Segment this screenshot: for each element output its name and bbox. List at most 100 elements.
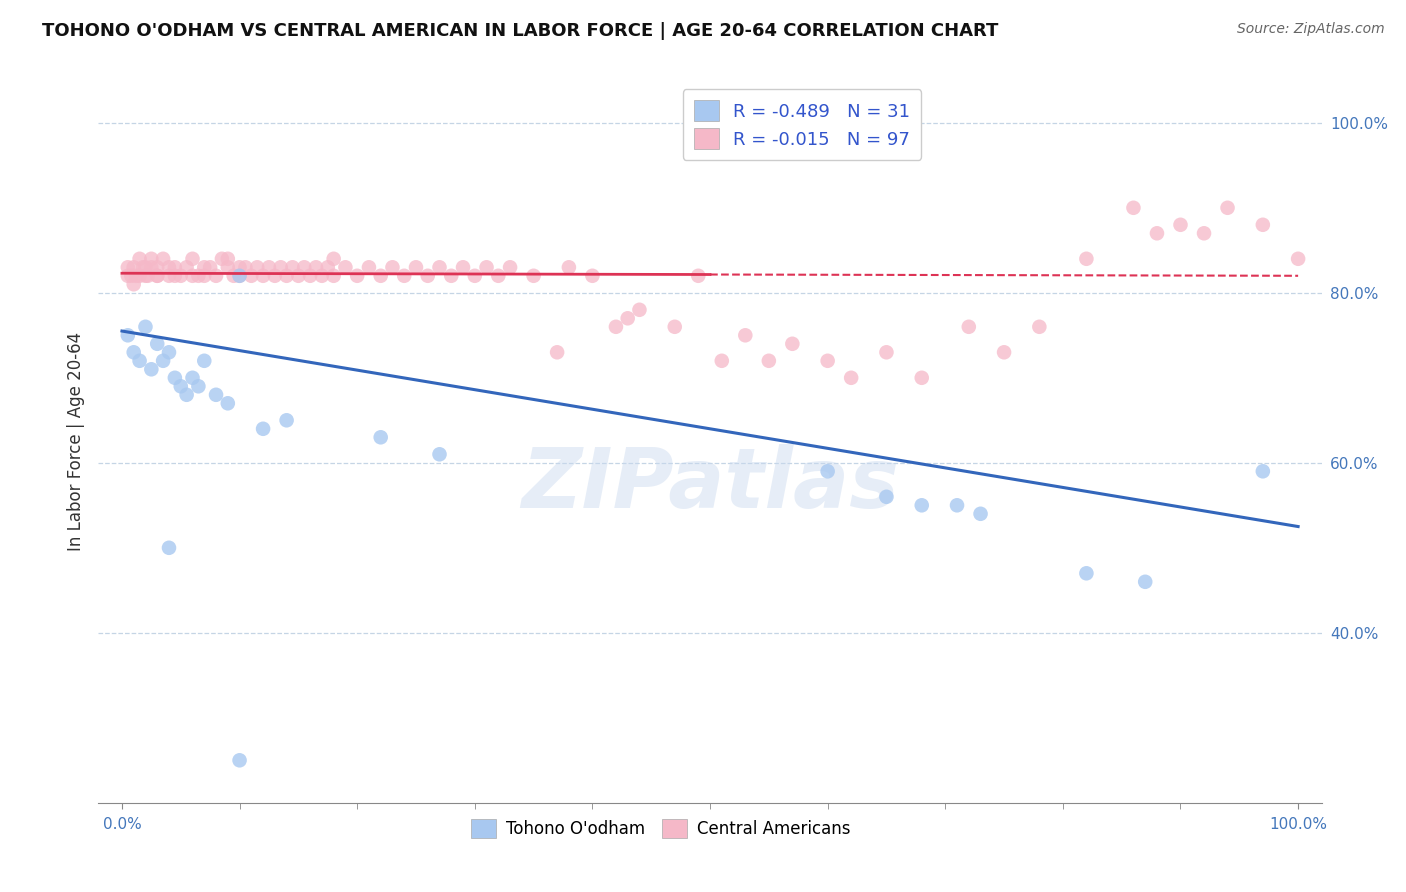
Point [616, 311, 638, 326]
Point [299, 268, 322, 283]
Point [217, 396, 239, 410]
Point [193, 268, 215, 283]
Point [782, 336, 804, 351]
Point [335, 260, 357, 275]
Point [163, 268, 186, 283]
Point [605, 319, 627, 334]
Point [128, 268, 150, 283]
Point [875, 490, 897, 504]
Point [252, 268, 274, 283]
Point [664, 319, 686, 334]
Point [228, 268, 250, 283]
Point [181, 371, 204, 385]
Point [817, 353, 839, 368]
Point [228, 260, 250, 275]
Point [134, 268, 156, 283]
Point [132, 260, 155, 275]
Point [405, 260, 427, 275]
Point [146, 260, 169, 275]
Point [128, 252, 150, 266]
Point [911, 371, 934, 385]
Point [217, 260, 239, 275]
Point [228, 268, 250, 283]
Point [170, 379, 193, 393]
Point [117, 328, 139, 343]
Point [122, 277, 145, 292]
Point [486, 268, 509, 283]
Point [170, 268, 193, 283]
Point [1135, 574, 1157, 589]
Point [464, 268, 486, 283]
Point [198, 260, 221, 275]
Point [176, 260, 198, 275]
Point [146, 336, 169, 351]
Point [523, 268, 546, 283]
Point [392, 268, 415, 283]
Point [136, 268, 159, 283]
Text: Source: ZipAtlas.com: Source: ZipAtlas.com [1237, 22, 1385, 37]
Point [688, 268, 710, 283]
Point [969, 507, 991, 521]
Legend: Tohono O'odham, Central Americans: Tohono O'odham, Central Americans [465, 813, 858, 845]
Point [246, 260, 269, 275]
Point [305, 260, 328, 275]
Point [311, 268, 333, 283]
Point [240, 268, 263, 283]
Point [205, 268, 228, 283]
Point [141, 252, 163, 266]
Point [957, 319, 980, 334]
Point [581, 268, 603, 283]
Point [187, 379, 209, 393]
Point [125, 268, 148, 283]
Point [558, 260, 581, 275]
Point [911, 498, 934, 512]
Point [451, 260, 474, 275]
Point [710, 353, 733, 368]
Point [152, 353, 174, 368]
Point [134, 260, 156, 275]
Point [263, 268, 285, 283]
Point [146, 268, 169, 283]
Point [163, 371, 186, 385]
Point [134, 319, 156, 334]
Point [252, 422, 274, 436]
Point [181, 268, 204, 283]
Point [117, 260, 139, 275]
Point [370, 268, 392, 283]
Point [235, 260, 257, 275]
Point [1028, 319, 1050, 334]
Point [211, 252, 233, 266]
Point [117, 268, 139, 283]
Point [276, 268, 298, 283]
Point [1170, 218, 1192, 232]
Point [734, 328, 756, 343]
Point [257, 260, 280, 275]
Point [1192, 227, 1215, 241]
Point [1146, 227, 1168, 241]
Point [1216, 201, 1239, 215]
Point [205, 388, 228, 402]
Point [416, 268, 439, 283]
Point [157, 260, 180, 275]
Point [157, 345, 180, 359]
Point [875, 345, 897, 359]
Point [1286, 252, 1309, 266]
Point [120, 268, 142, 283]
Point [141, 260, 163, 275]
Point [222, 268, 245, 283]
Point [628, 302, 651, 317]
Point [316, 260, 339, 275]
Point [1251, 464, 1274, 478]
Point [475, 260, 498, 275]
Point [322, 252, 344, 266]
Point [217, 252, 239, 266]
Point [499, 260, 522, 275]
Text: ZIPatlas: ZIPatlas [522, 444, 898, 525]
Point [276, 413, 298, 427]
Point [281, 260, 304, 275]
Point [157, 541, 180, 555]
Point [122, 345, 145, 359]
Point [758, 353, 780, 368]
Point [292, 260, 315, 275]
Point [370, 430, 392, 444]
